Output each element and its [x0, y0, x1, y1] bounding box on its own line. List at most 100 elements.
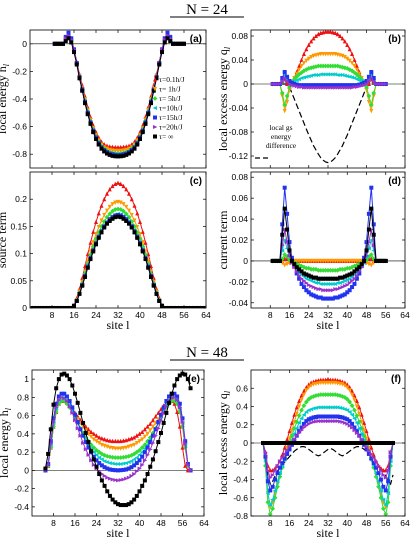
- point-tau_5: [337, 393, 343, 398]
- point-tau_0_1: [328, 30, 333, 34]
- point-tau_15: [285, 451, 290, 456]
- point-tau_1: [301, 392, 306, 398]
- point-tau_15: [313, 83, 318, 88]
- point-tau_5: [301, 403, 307, 408]
- point-tau_15: [381, 484, 386, 489]
- x-tick-label: 64: [201, 310, 211, 320]
- point-tau_inf: [326, 441, 330, 445]
- point-tau_20: [354, 430, 360, 435]
- point-tau_10: [270, 497, 275, 502]
- point-tau_1: [285, 262, 290, 267]
- point-tau_20: [294, 84, 300, 89]
- point-tau_5: [315, 392, 321, 398]
- point-tau_inf: [124, 152, 129, 157]
- point-tau_5: [270, 506, 276, 512]
- panel-d: 8 16 24 32 40 48 56 64 -0.04 -0.02 0 0.02 0.04 0.06 0.…: [216, 171, 410, 332]
- point-tau_20: [333, 287, 338, 292]
- point-tau_1: [299, 64, 304, 69]
- point-tau_20: [177, 405, 183, 410]
- point-tau_15: [338, 294, 343, 299]
- point-tau_inf: [354, 267, 359, 272]
- point-tau_inf: [285, 441, 290, 445]
- point-tau_20: [371, 455, 377, 460]
- point-tau_15: [280, 222, 285, 227]
- point-tau_20: [371, 79, 377, 83]
- point-tau_0_1: [333, 30, 338, 35]
- point-tau_5: [335, 392, 341, 398]
- point-tau_inf: [301, 441, 306, 445]
- point-tau_inf: [173, 306, 178, 308]
- plot-area: [270, 185, 389, 301]
- point-tau_15: [292, 82, 297, 86]
- point-tau_15: [63, 34, 68, 39]
- point-tau_10: [318, 281, 323, 286]
- point-tau_inf: [160, 303, 164, 308]
- point-tau_inf: [118, 154, 123, 159]
- point-tau_inf: [304, 272, 309, 277]
- point-tau_inf: [297, 441, 302, 445]
- series-markers-tau_5: [30, 206, 206, 308]
- point-tau_0_1: [116, 180, 120, 185]
- point-tau_5: [318, 392, 324, 398]
- point-tau_15: [352, 425, 357, 430]
- point-tau_5: [323, 63, 328, 69]
- x-tick-label: 64: [199, 518, 209, 528]
- point-tau_20: [333, 85, 338, 90]
- point-tau_0_1: [99, 203, 104, 208]
- point-tau_15: [69, 36, 74, 41]
- point-tau_inf: [52, 306, 57, 308]
- point-tau_10: [99, 457, 104, 462]
- y-tick-label: 0.1: [15, 249, 27, 259]
- point-tau_inf: [378, 258, 383, 263]
- point-tau_5: [123, 211, 129, 217]
- point-tau_inf: [44, 306, 49, 308]
- point-tau_1: [354, 67, 359, 72]
- point-tau_20: [352, 276, 357, 281]
- point-tau_5: [267, 511, 273, 516]
- point-tau_20: [273, 468, 278, 473]
- x-tick-label: 40: [343, 310, 353, 320]
- point-tau_inf: [39, 306, 43, 308]
- x-tick-label: 16: [285, 518, 295, 528]
- point-tau_inf: [345, 273, 350, 278]
- point-tau_inf: [85, 265, 90, 270]
- point-tau_inf: [313, 275, 318, 280]
- point-tau_inf: [74, 298, 79, 303]
- point-tau_20: [311, 420, 316, 425]
- point-tau_20: [51, 420, 56, 425]
- point-tau_inf: [171, 306, 175, 308]
- point-tau_15: [318, 83, 323, 88]
- point-tau_1: [369, 263, 374, 268]
- y-tick-label: 0.2: [236, 420, 248, 430]
- x-axis-label: site l: [107, 318, 131, 332]
- point-tau_1: [137, 439, 142, 444]
- point-tau_15: [318, 295, 323, 300]
- y-axis-label: current term: [216, 210, 230, 270]
- point-tau_15: [328, 296, 333, 301]
- point-tau_15: [304, 288, 309, 293]
- point-tau_0_1: [359, 412, 364, 417]
- point-tau_inf: [58, 41, 63, 46]
- point-tau_inf: [143, 121, 148, 126]
- point-tau_0_1: [94, 433, 99, 438]
- x-tick-label: 40: [343, 518, 353, 528]
- point-tau_0_1: [135, 210, 140, 216]
- point-tau_15: [323, 414, 328, 419]
- point-tau_5: [311, 64, 316, 70]
- point-tau_inf: [121, 153, 126, 158]
- point-tau_inf: [297, 267, 302, 272]
- plot-frame: [29, 171, 207, 309]
- point-tau_0_1: [124, 187, 129, 192]
- y-tick-label: 0.08: [231, 172, 248, 182]
- point-tau_inf: [129, 225, 134, 230]
- point-tau_15: [371, 222, 376, 227]
- point-tau_15: [340, 83, 345, 88]
- point-tau_0_1: [345, 42, 350, 47]
- point-tau_5: [328, 392, 333, 398]
- point-tau_15: [378, 477, 383, 482]
- point-tau_inf: [135, 235, 140, 240]
- point-tau_0_1: [140, 429, 145, 435]
- point-tau_inf: [102, 149, 107, 154]
- y-tick-label: 0.04: [231, 55, 248, 65]
- y-tick-label: 0: [22, 303, 27, 313]
